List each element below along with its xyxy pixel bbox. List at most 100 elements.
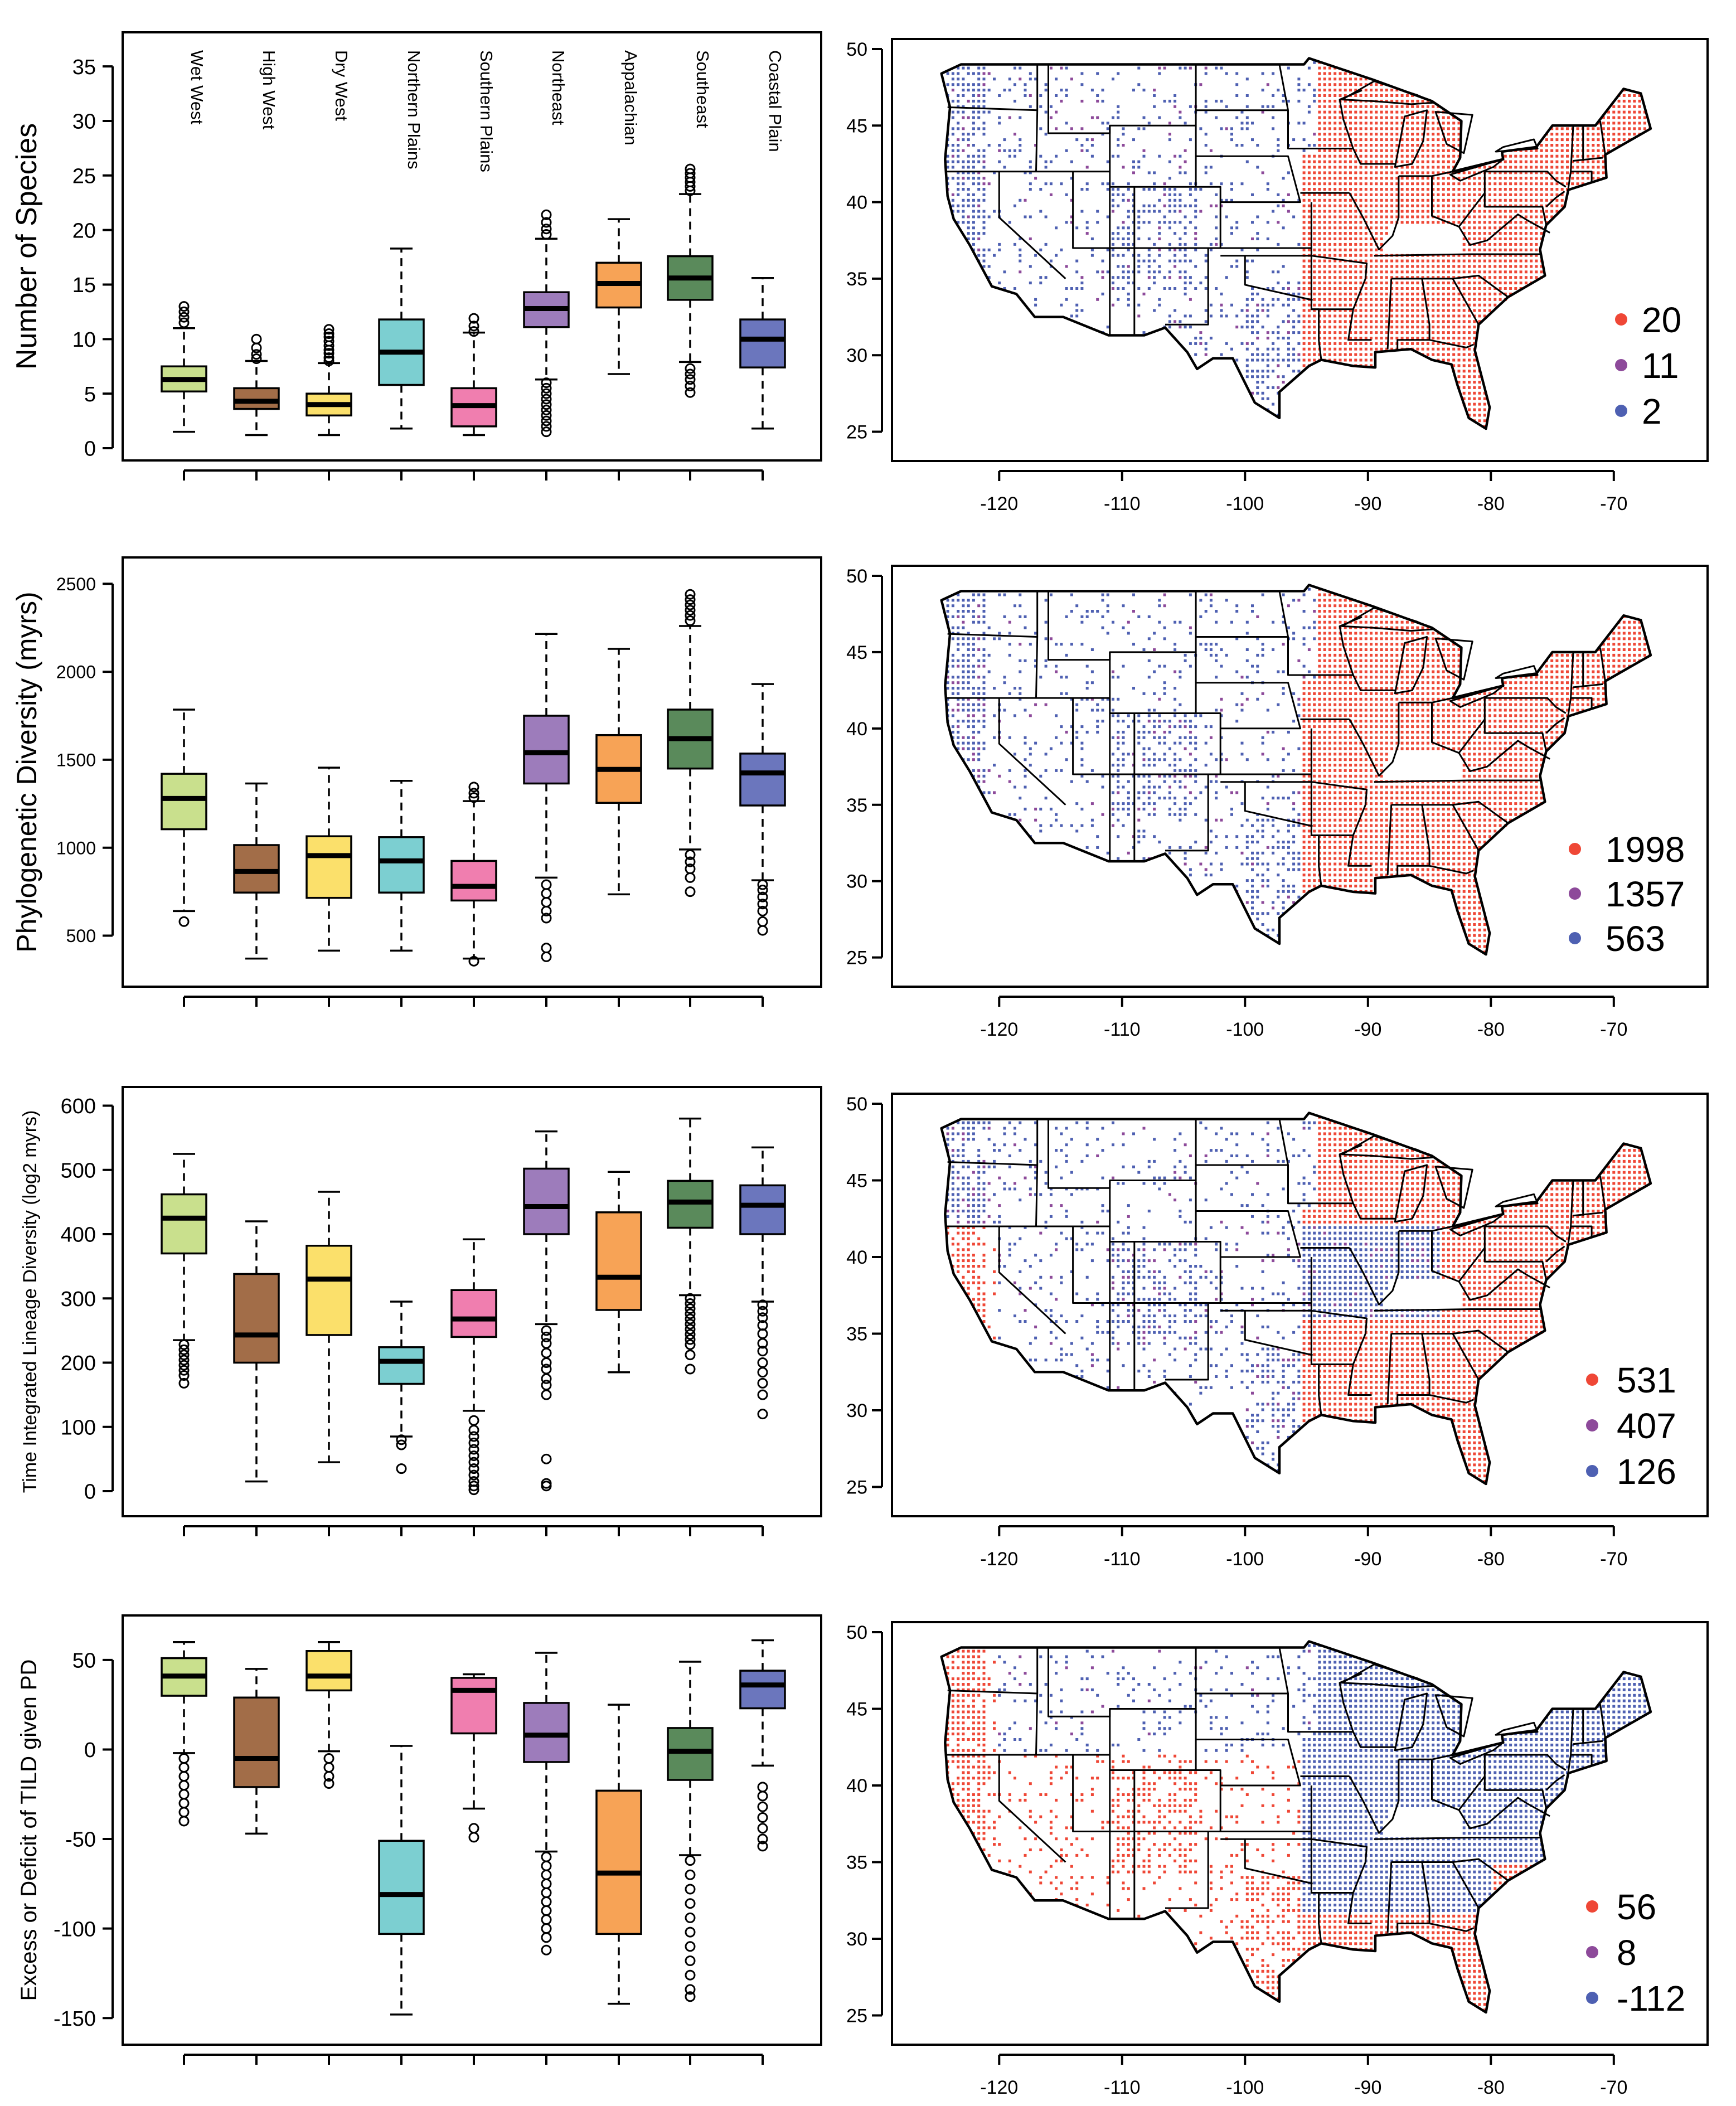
map-dot (1328, 862, 1331, 866)
map-y-tick-label: 40 (846, 719, 867, 740)
map-dot (1174, 221, 1177, 224)
map-dot (1468, 259, 1471, 263)
map-dot (1333, 725, 1337, 729)
map-dot (1328, 287, 1331, 290)
map-dot (1390, 122, 1394, 125)
map-dot (1587, 144, 1589, 147)
map-dot (1302, 890, 1306, 893)
map-dot (1085, 730, 1089, 734)
map-dot (1070, 221, 1073, 224)
map-dot (1282, 692, 1285, 695)
map-dot (1344, 237, 1347, 240)
map-dot (1307, 841, 1311, 844)
map-dot (1488, 242, 1491, 246)
map-dot (1204, 66, 1208, 70)
map-dot (1478, 242, 1481, 246)
map-dot (1416, 116, 1419, 119)
map-dot (1354, 725, 1357, 729)
map-dot (1633, 105, 1636, 108)
map-dot (1307, 314, 1311, 318)
map-dot (1117, 758, 1120, 761)
map-dot (1328, 144, 1331, 147)
map-dot (1359, 221, 1362, 224)
map-dot (1349, 841, 1352, 844)
map-dot (1101, 774, 1104, 778)
map-dot (1514, 232, 1517, 235)
map-dot (972, 144, 975, 147)
map-dot (1328, 298, 1331, 301)
map-dot (1380, 177, 1383, 180)
map-dot (1545, 182, 1548, 186)
map-dot (1261, 862, 1264, 866)
map-dot (1137, 254, 1141, 257)
map-dot (1333, 687, 1337, 690)
map-dot (1566, 177, 1569, 180)
iqr-box (450, 860, 497, 902)
map-dot (1628, 122, 1631, 125)
map-dot (1400, 110, 1404, 114)
map-dot (1426, 215, 1429, 219)
map-dot (1220, 127, 1223, 130)
map-dot (1307, 144, 1311, 147)
map-dot (1493, 265, 1497, 268)
map-dot (1163, 593, 1166, 596)
map-dot (1390, 259, 1394, 263)
map-dot (1339, 769, 1342, 772)
map-dot (1339, 730, 1342, 734)
outlier-point (468, 326, 479, 337)
map-dot (1468, 402, 1471, 406)
map-dot (1576, 182, 1579, 186)
map-dot (1297, 122, 1301, 125)
map-dot (1287, 846, 1290, 849)
map-dot (1426, 259, 1429, 263)
map-dot (977, 66, 981, 70)
map-dot (1354, 664, 1357, 668)
map-dot (1307, 758, 1311, 761)
map-dot (1390, 215, 1394, 219)
map-dot (1307, 709, 1311, 712)
map-dot (1277, 895, 1280, 899)
map-dot (1462, 347, 1466, 351)
map-dot (1179, 193, 1182, 196)
map-dot (1313, 314, 1316, 318)
map-dot (1117, 769, 1120, 772)
map-dot (1514, 248, 1517, 251)
map-dot (1364, 342, 1368, 345)
map-dot (1209, 643, 1213, 646)
map-dot (982, 198, 986, 202)
map-dot (1323, 764, 1326, 767)
map-dot (1204, 309, 1208, 312)
map-dot (1318, 287, 1321, 290)
map-dot (1204, 610, 1208, 613)
map-dot (1468, 303, 1471, 307)
map-dot (1339, 72, 1342, 75)
map-dot (1457, 326, 1461, 329)
map-dot (1344, 160, 1347, 163)
map-dot (1240, 127, 1244, 130)
map-dot (1426, 320, 1429, 323)
map-dot (1339, 725, 1342, 729)
map-dot (1292, 358, 1296, 362)
map-dot (1024, 626, 1027, 629)
map-dot (1457, 254, 1461, 257)
map-dot (1287, 353, 1290, 356)
map-dot (1189, 66, 1192, 70)
map-dot (1349, 862, 1352, 866)
map-dot (1153, 276, 1156, 279)
map-dot (1421, 215, 1424, 219)
map-dot (1442, 337, 1445, 339)
map-dot (1085, 610, 1089, 613)
map-dot (1587, 133, 1589, 136)
outlier-point (685, 168, 696, 179)
map-dot (1333, 259, 1337, 263)
map-dot (1318, 818, 1321, 822)
map-dot (1189, 221, 1192, 224)
map-dot (1390, 270, 1394, 274)
map-dot (1204, 320, 1208, 323)
map-dot (1560, 166, 1564, 169)
box-appalachian (595, 218, 642, 375)
map-dot (1302, 138, 1306, 142)
map-dot (1049, 265, 1053, 268)
map-dot (1370, 303, 1373, 307)
map-dot (1416, 259, 1419, 263)
